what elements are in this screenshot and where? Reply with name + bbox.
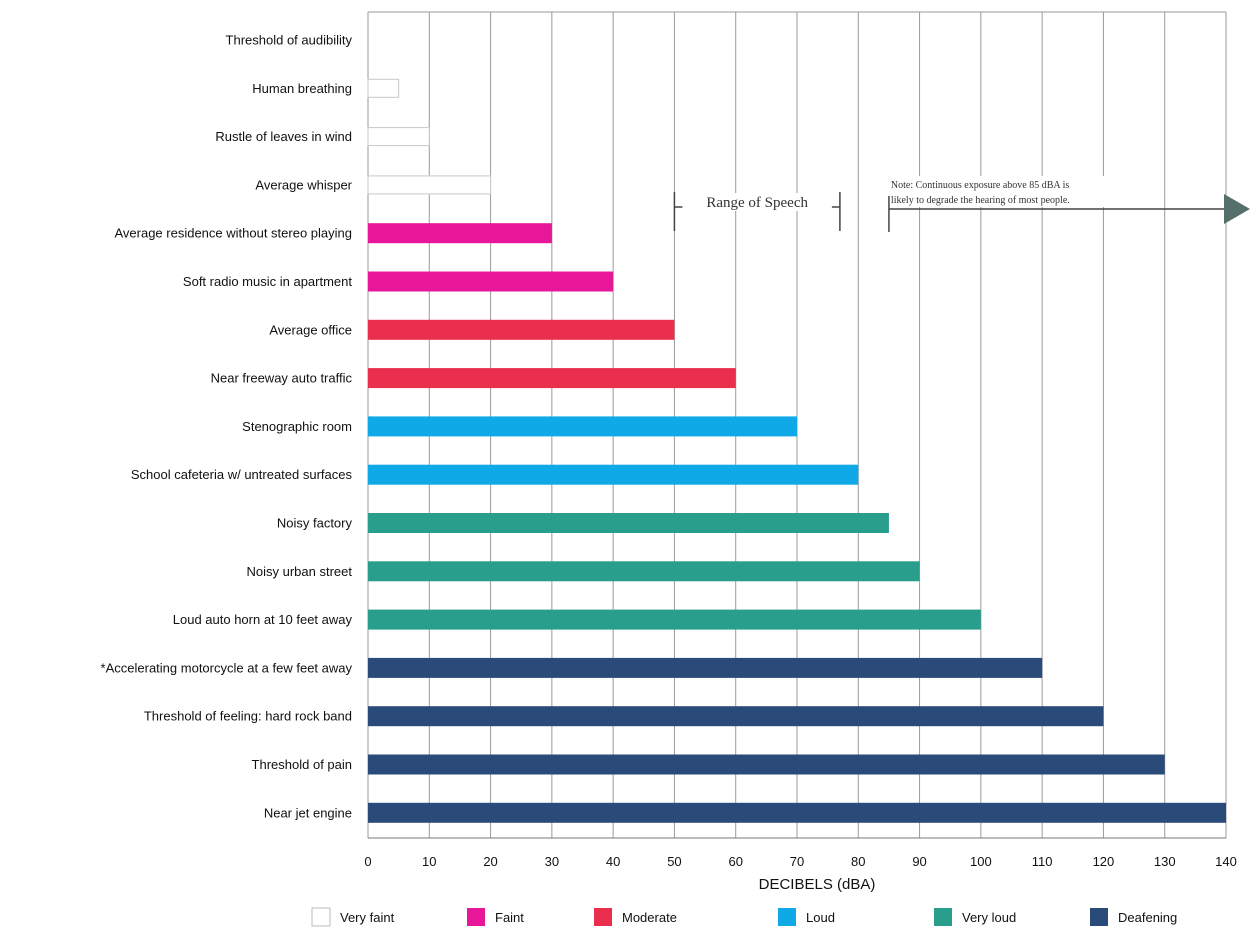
x-tick-label: 20 bbox=[483, 854, 497, 869]
bar bbox=[368, 706, 1104, 727]
bar bbox=[367, 175, 492, 195]
x-tick-label: 110 bbox=[1032, 854, 1053, 869]
x-tick-label: 50 bbox=[667, 854, 681, 869]
bar bbox=[368, 223, 552, 244]
category-label: Loud auto horn at 10 feet away bbox=[173, 612, 353, 627]
category-label: Human breathing bbox=[252, 81, 352, 96]
category-label: Near freeway auto traffic bbox=[211, 371, 353, 386]
category-label: Threshold of pain bbox=[252, 757, 352, 772]
legend-swatch bbox=[778, 908, 796, 926]
category-label: Rustle of leaves in wind bbox=[215, 129, 352, 144]
legend-swatch bbox=[594, 908, 612, 926]
x-tick-label: 120 bbox=[1093, 854, 1115, 869]
legend-label: Very loud bbox=[962, 910, 1016, 925]
speech-range-label-bg bbox=[682, 193, 832, 211]
category-label: School cafeteria w/ untreated surfaces bbox=[131, 467, 353, 482]
x-axis-title: DECIBELS (dBA) bbox=[759, 876, 876, 893]
bar bbox=[368, 368, 736, 389]
category-label: Soft radio music in apartment bbox=[183, 274, 352, 289]
x-tick-label: 30 bbox=[545, 854, 559, 869]
bar bbox=[367, 78, 400, 98]
legend-label: Faint bbox=[495, 910, 524, 925]
category-label: Average residence without stereo playing bbox=[114, 226, 352, 241]
x-tick-label: 10 bbox=[422, 854, 436, 869]
legend-label: Very faint bbox=[340, 910, 395, 925]
bars bbox=[367, 78, 1226, 823]
x-tick-label: 100 bbox=[970, 854, 992, 869]
bar bbox=[368, 802, 1226, 823]
category-label: Average whisper bbox=[255, 177, 352, 192]
bar bbox=[368, 319, 675, 340]
legend-label: Moderate bbox=[622, 910, 677, 925]
x-tick-label: 140 bbox=[1215, 854, 1237, 869]
category-label: *Accelerating motorcycle at a few feet a… bbox=[101, 660, 353, 675]
category-label: Near jet engine bbox=[264, 805, 352, 820]
category-label: Threshold of feeling: hard rock band bbox=[144, 709, 352, 724]
annotations: Range of Speech Note: Continuous exposur… bbox=[673, 176, 1250, 232]
note-arrow-head bbox=[1224, 194, 1250, 224]
category-label: Threshold of audibility bbox=[226, 33, 353, 48]
note-label-bg bbox=[884, 176, 1130, 207]
category-label: Noisy urban street bbox=[247, 564, 353, 579]
x-tick-label: 60 bbox=[728, 854, 742, 869]
legend-swatch bbox=[934, 908, 952, 926]
legend-label: Loud bbox=[806, 910, 835, 925]
bar bbox=[368, 271, 614, 292]
bar bbox=[368, 513, 889, 533]
x-tick-label: 0 bbox=[364, 854, 371, 869]
bar bbox=[368, 657, 1043, 678]
bar bbox=[368, 464, 859, 485]
category-label: Stenographic room bbox=[242, 419, 352, 434]
bar bbox=[367, 127, 430, 147]
x-tick-label: 40 bbox=[606, 854, 620, 869]
legend-swatch bbox=[311, 907, 331, 927]
legend-swatch bbox=[1090, 908, 1108, 926]
x-tick-labels: 0 10 20 30 40 50 60 70 80 90 100 110 120 130 140 bbox=[364, 854, 1236, 869]
legend-swatch bbox=[467, 908, 485, 926]
category-label: Noisy factory bbox=[277, 516, 353, 531]
category-labels: Threshold of audibility Human breathing Ru… bbox=[101, 33, 353, 821]
note-text-line1: Note: Continuous exposure above 85 dBA i… bbox=[891, 180, 1069, 191]
x-tick-label: 70 bbox=[790, 854, 804, 869]
note-text-line2: likely to degrade the hearing of most pe… bbox=[891, 195, 1070, 206]
legend: Very faint Faint Moderate Loud Very loud Deaf… bbox=[311, 907, 1177, 927]
speech-range-label: Range of Speech bbox=[706, 195, 808, 211]
category-label: Average office bbox=[269, 322, 352, 337]
x-tick-label: 80 bbox=[851, 854, 865, 869]
bar bbox=[368, 754, 1165, 775]
legend-label: Deafening bbox=[1118, 910, 1177, 925]
bar bbox=[368, 416, 797, 437]
x-tick-label: 90 bbox=[912, 854, 926, 869]
bar bbox=[368, 609, 981, 630]
bar bbox=[368, 561, 920, 582]
x-tick-label: 130 bbox=[1154, 854, 1176, 869]
